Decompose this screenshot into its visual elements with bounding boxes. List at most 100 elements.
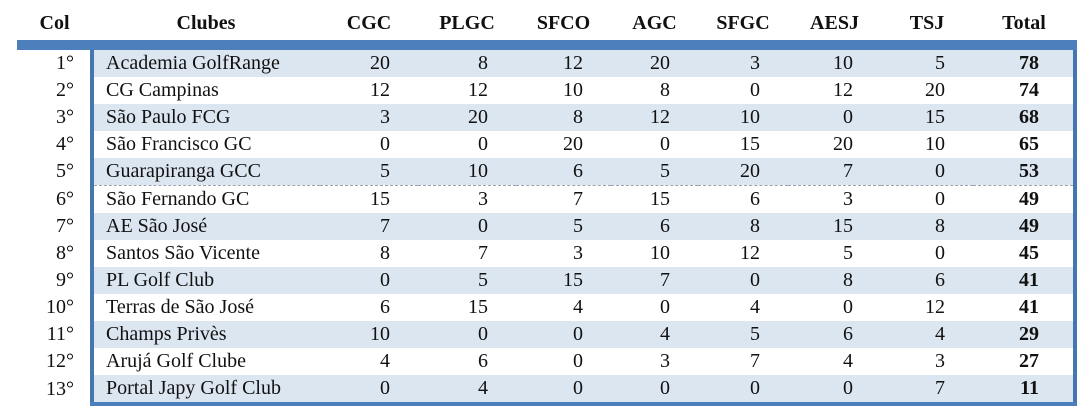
cell-tsj: 0 — [881, 158, 973, 186]
cell-clubes: São Paulo FCG — [90, 104, 320, 131]
cell-total: 49 — [973, 185, 1077, 213]
cell-aesj: 10 — [788, 45, 881, 77]
cell-sfco: 8 — [516, 104, 611, 131]
cell-cgc: 8 — [380, 242, 390, 264]
cell-sfco: 15 — [516, 267, 611, 294]
table-row: 8° Santos São Vicente 8 7 3 10 12 5 0 45 — [17, 240, 1077, 267]
cell-total: 41 — [973, 294, 1077, 321]
cell-agc: 5 — [611, 158, 698, 186]
cell-agc: 0 — [660, 296, 670, 318]
cell-plgc: 6 — [478, 350, 488, 372]
cell-clubes: Guarapiranga GCC — [90, 158, 320, 186]
cell-tsj: 3 — [935, 350, 945, 372]
cell-sfco: 0 — [516, 375, 611, 406]
cell-agc: 8 — [660, 79, 670, 101]
cell-col: 8° — [17, 240, 92, 267]
cell-plgc: 4 — [418, 375, 516, 406]
cell-col: 5° — [17, 158, 92, 186]
cell-clubes: PL Golf Club — [90, 267, 320, 294]
cell-total: 45 — [973, 240, 1077, 267]
cell-total: 53 — [973, 158, 1077, 186]
cell-sfgc: 0 — [698, 375, 788, 406]
table-body: 1° Academia GolfRange 20 8 12 20 3 10 5 78 2° CG Ca… — [17, 45, 1077, 406]
cell-clubes: Champs Privès — [90, 321, 320, 348]
cell-sfco: 5 — [516, 213, 611, 240]
cell-cgc: 10 — [320, 321, 418, 348]
cell-sfgc: 4 — [750, 296, 760, 318]
table-row: 3° São Paulo FCG 3 20 8 12 10 0 15 68 — [17, 104, 1077, 131]
cell-plgc: 15 — [468, 296, 488, 318]
cell-sfgc: 0 — [698, 267, 788, 294]
table-row: 2° CG Campinas 12 12 10 8 0 12 20 74 — [17, 77, 1077, 104]
clubs-points-table: Col Clubes CGC PLGC SFCO AGC SFGC AESJ TSJ Total … — [17, 8, 1077, 406]
cell-total: 74 — [973, 77, 1077, 104]
cell-aesj: 6 — [788, 321, 881, 348]
table-row: 10° Terras de São José 6 15 4 0 4 0 12 41 — [17, 294, 1077, 321]
cell-clubes: CG Campinas — [90, 77, 320, 104]
cell-aesj: 3 — [788, 185, 881, 213]
table-row: 13° Portal Japy Golf Club 0 4 0 0 0 0 7 11 — [17, 375, 1077, 406]
cell-total: 78 — [973, 45, 1077, 77]
cell-sfco: 0 — [573, 350, 583, 372]
table-row: 1° Academia GolfRange 20 8 12 20 3 10 5 78 — [17, 45, 1077, 77]
cell-col: 12° — [17, 348, 92, 375]
column-header-plgc: PLGC — [418, 8, 516, 50]
cell-clubes: Santos São Vicente — [90, 240, 320, 267]
cell-plgc: 10 — [418, 158, 516, 186]
cell-aesj: 4 — [843, 350, 853, 372]
cell-cgc: 0 — [380, 133, 390, 155]
cell-sfco: 20 — [563, 133, 583, 155]
cell-cgc: 20 — [320, 45, 418, 77]
column-header-sfco: SFCO — [516, 8, 611, 50]
cell-col: 11° — [17, 321, 92, 348]
cell-aesj: 12 — [833, 79, 853, 101]
cell-sfgc: 10 — [698, 104, 788, 131]
cell-cgc: 0 — [320, 267, 418, 294]
cell-sfco: 0 — [516, 321, 611, 348]
cell-plgc: 7 — [478, 242, 488, 264]
cell-col: 7° — [17, 213, 92, 240]
cell-sfco: 3 — [573, 242, 583, 264]
cell-cgc: 15 — [320, 185, 418, 213]
cell-cgc: 3 — [320, 104, 418, 131]
cell-tsj: 5 — [881, 45, 973, 77]
cell-agc: 0 — [611, 375, 698, 406]
cell-agc: 10 — [650, 242, 670, 264]
cell-clubes: Terras de São José — [90, 294, 320, 321]
cell-sfco: 7 — [516, 185, 611, 213]
cell-tsj: 6 — [881, 267, 973, 294]
cell-aesj: 15 — [788, 213, 881, 240]
cell-total: 68 — [973, 104, 1077, 131]
cell-clubes: AE São José — [90, 213, 320, 240]
cell-col: 9° — [17, 267, 92, 294]
cell-clubes: Academia GolfRange — [90, 45, 320, 77]
table-row: 6° São Fernando GC 15 3 7 15 6 3 0 49 — [17, 185, 1077, 213]
cell-aesj: 0 — [843, 296, 853, 318]
cell-cgc: 0 — [320, 375, 418, 406]
column-header-total: Total — [973, 8, 1075, 50]
cell-total: 41 — [973, 267, 1077, 294]
cell-total: 49 — [973, 213, 1077, 240]
cell-sfco: 10 — [563, 79, 583, 101]
cell-col: 6° — [17, 185, 92, 213]
column-header-tsj: TSJ — [881, 8, 973, 50]
column-header-aesj: AESJ — [788, 8, 881, 50]
cell-plgc: 5 — [418, 267, 516, 294]
cell-total: 29 — [973, 321, 1077, 348]
column-header-col: Col — [17, 8, 92, 50]
cell-aesj: 0 — [788, 375, 881, 406]
cell-sfgc: 0 — [750, 79, 760, 101]
cell-tsj: 15 — [881, 104, 973, 131]
cell-clubes: São Fernando GC — [90, 185, 320, 213]
table-row: 5° Guarapiranga GCC 5 10 6 5 20 7 0 53 — [17, 158, 1077, 186]
cell-aesj: 20 — [833, 133, 853, 155]
cell-agc: 15 — [611, 185, 698, 213]
cell-aesj: 8 — [788, 267, 881, 294]
cell-sfco: 12 — [516, 45, 611, 77]
cell-tsj: 0 — [935, 242, 945, 264]
cell-plgc: 3 — [418, 185, 516, 213]
cell-total: 27 — [973, 348, 1077, 375]
column-header-sfgc: SFGC — [698, 8, 788, 50]
cell-agc: 6 — [611, 213, 698, 240]
cell-tsj: 8 — [881, 213, 973, 240]
